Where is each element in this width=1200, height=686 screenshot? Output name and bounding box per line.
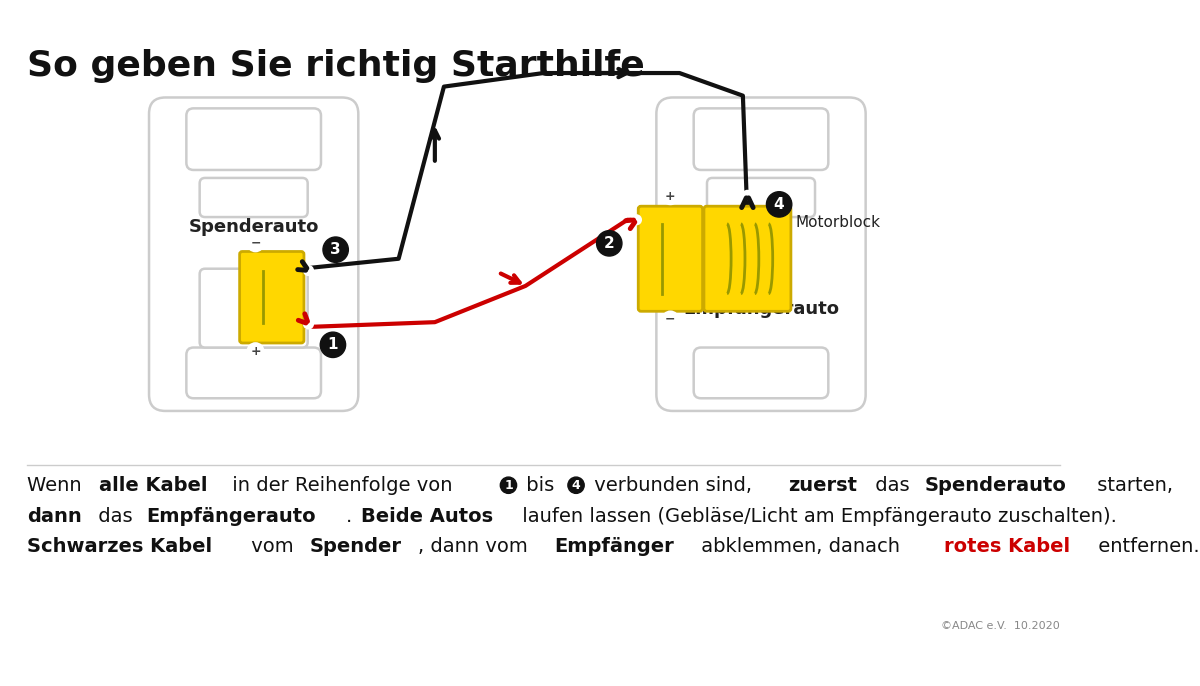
FancyBboxPatch shape xyxy=(199,178,307,217)
Circle shape xyxy=(247,235,264,252)
FancyBboxPatch shape xyxy=(656,97,865,411)
Text: Empfängerauto: Empfängerauto xyxy=(683,300,839,318)
Text: So geben Sie richtig Starthilfe: So geben Sie richtig Starthilfe xyxy=(28,49,644,82)
Text: +: + xyxy=(665,190,676,203)
Text: dann: dann xyxy=(28,508,82,526)
Circle shape xyxy=(568,477,584,493)
FancyBboxPatch shape xyxy=(199,269,307,348)
Circle shape xyxy=(596,230,622,256)
Text: 4: 4 xyxy=(571,479,581,492)
Text: 2: 2 xyxy=(604,236,614,251)
Text: .: . xyxy=(347,508,359,526)
Text: Wenn: Wenn xyxy=(28,475,88,495)
Text: starten,: starten, xyxy=(1091,475,1174,495)
Circle shape xyxy=(662,311,678,328)
Circle shape xyxy=(323,237,348,262)
Text: +: + xyxy=(250,344,260,357)
Text: Motorblock: Motorblock xyxy=(796,215,881,230)
Text: 1: 1 xyxy=(504,479,512,492)
Text: alle Kabel: alle Kabel xyxy=(98,475,208,495)
Text: 3: 3 xyxy=(330,242,341,257)
Text: laufen lassen (Gebläse/Licht am Empfängerauto zuschalten).: laufen lassen (Gebläse/Licht am Empfänge… xyxy=(516,508,1117,526)
FancyBboxPatch shape xyxy=(240,252,304,343)
FancyBboxPatch shape xyxy=(186,108,320,170)
Text: in der Reihenfolge von: in der Reihenfolge von xyxy=(227,475,460,495)
Text: −: − xyxy=(251,237,260,250)
FancyBboxPatch shape xyxy=(149,97,359,411)
Text: Beide Autos: Beide Autos xyxy=(361,508,493,526)
Text: entfernen.: entfernen. xyxy=(1092,537,1200,556)
Text: das: das xyxy=(91,508,138,526)
Text: ©ADAC e.V.  10.2020: ©ADAC e.V. 10.2020 xyxy=(941,621,1060,630)
Circle shape xyxy=(247,343,264,359)
FancyBboxPatch shape xyxy=(638,206,702,311)
FancyBboxPatch shape xyxy=(694,108,828,170)
Text: Empfängerauto: Empfängerauto xyxy=(146,508,317,526)
Text: −: − xyxy=(665,313,676,326)
Text: verbunden sind,: verbunden sind, xyxy=(588,475,758,495)
Text: rotes Kabel: rotes Kabel xyxy=(943,537,1070,556)
Text: bis: bis xyxy=(521,475,560,495)
Circle shape xyxy=(304,266,313,275)
FancyBboxPatch shape xyxy=(694,348,828,399)
Circle shape xyxy=(743,191,752,200)
FancyBboxPatch shape xyxy=(186,348,320,399)
FancyBboxPatch shape xyxy=(704,206,791,311)
Text: 4: 4 xyxy=(774,197,785,212)
Circle shape xyxy=(632,215,641,224)
Text: zuerst: zuerst xyxy=(788,475,857,495)
Text: Spenderauto: Spenderauto xyxy=(924,475,1067,495)
Circle shape xyxy=(662,188,678,204)
Text: Spenderauto: Spenderauto xyxy=(188,218,319,236)
Circle shape xyxy=(767,191,792,217)
Text: das: das xyxy=(869,475,916,495)
Text: vom: vom xyxy=(245,537,300,556)
Circle shape xyxy=(500,477,517,493)
Text: , dann vom: , dann vom xyxy=(418,537,534,556)
Circle shape xyxy=(320,332,346,357)
Text: Empfänger: Empfänger xyxy=(554,537,674,556)
FancyBboxPatch shape xyxy=(707,178,815,217)
Text: 1: 1 xyxy=(328,338,338,353)
Text: Spender: Spender xyxy=(310,537,402,556)
Text: abklemmen, danach: abklemmen, danach xyxy=(695,537,906,556)
Text: Schwarzes Kabel: Schwarzes Kabel xyxy=(28,537,212,556)
Circle shape xyxy=(304,320,313,329)
